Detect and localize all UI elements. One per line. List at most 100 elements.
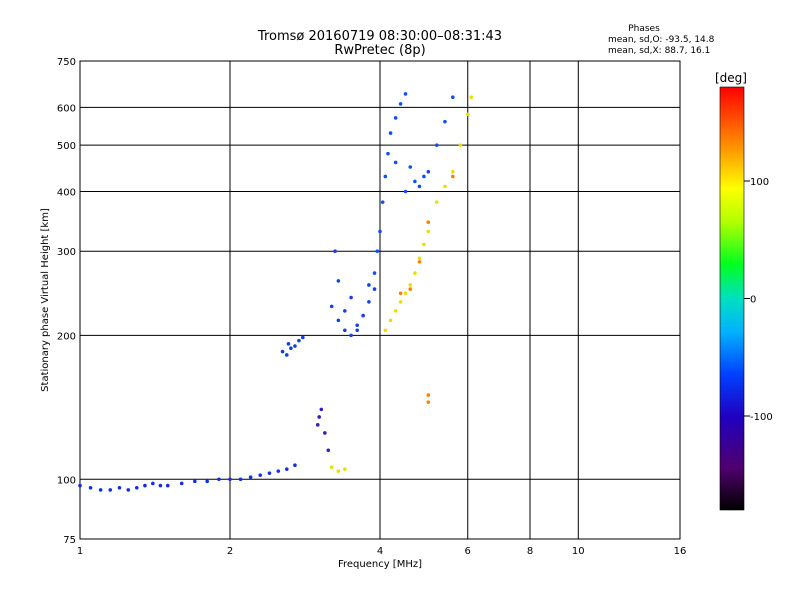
data-point bbox=[143, 483, 147, 488]
data-point bbox=[297, 338, 301, 343]
data-point bbox=[372, 271, 377, 275]
y-tick-label: 75 bbox=[63, 535, 76, 546]
x-tick-label: 2 bbox=[227, 546, 233, 557]
y-tick-label: 500 bbox=[57, 141, 76, 152]
data-point bbox=[422, 174, 426, 179]
x-tick-label: 6 bbox=[465, 546, 471, 557]
data-point bbox=[388, 131, 393, 135]
data-point bbox=[280, 349, 285, 354]
data-point bbox=[317, 415, 321, 419]
data-point bbox=[372, 287, 377, 291]
data-point bbox=[426, 169, 431, 174]
phases-o-mode: mean, sd,O: -93.5, 14.8 bbox=[608, 35, 715, 45]
colorbar-label: [deg] bbox=[715, 71, 747, 85]
data-point bbox=[361, 313, 365, 318]
data-point bbox=[426, 229, 431, 234]
data-point bbox=[336, 318, 341, 323]
data-point bbox=[238, 477, 243, 482]
data-point bbox=[393, 309, 398, 313]
data-point bbox=[383, 174, 388, 179]
data-point bbox=[413, 179, 417, 184]
x-axis-label: Frequency [MHz] bbox=[338, 559, 422, 570]
data-point bbox=[355, 328, 359, 333]
data-point bbox=[323, 431, 327, 435]
data-point bbox=[98, 488, 103, 492]
phases-heading: Phases bbox=[628, 24, 660, 34]
y-tick-label: 200 bbox=[57, 331, 76, 342]
data-point bbox=[343, 467, 347, 471]
data-point bbox=[258, 473, 263, 477]
data-point bbox=[88, 485, 93, 490]
data-point bbox=[408, 283, 413, 287]
colorbar-tick-label: -100 bbox=[750, 412, 773, 423]
x-axis-ticks: 1 2 4 6 8 10 16 bbox=[77, 546, 687, 557]
data-point bbox=[315, 423, 320, 427]
data-point bbox=[193, 479, 197, 484]
data-point bbox=[375, 249, 380, 254]
data-point bbox=[417, 256, 422, 261]
data-point bbox=[367, 283, 371, 287]
data-point bbox=[336, 469, 341, 473]
data-point bbox=[289, 346, 293, 351]
data-point bbox=[333, 249, 337, 254]
y-axis-ticks: 75 100 200 300 400 500 600 750 bbox=[57, 57, 76, 546]
data-point bbox=[422, 242, 426, 247]
data-point bbox=[393, 160, 398, 165]
data-point bbox=[276, 469, 281, 473]
data-point bbox=[465, 112, 470, 117]
data-point bbox=[434, 143, 439, 147]
data-point bbox=[451, 95, 455, 99]
data-point bbox=[286, 342, 291, 346]
colorbar-tick-label: 0 bbox=[750, 295, 756, 306]
data-point bbox=[403, 189, 408, 194]
data-point bbox=[398, 291, 403, 296]
data-point bbox=[329, 304, 334, 309]
data-point bbox=[319, 407, 324, 412]
data-point bbox=[151, 481, 155, 486]
data-point bbox=[293, 463, 297, 468]
data-point bbox=[293, 344, 297, 348]
data-point bbox=[228, 477, 232, 482]
data-point bbox=[329, 465, 334, 469]
phases-x-mode: mean, sd,X: 88.7, 16.1 bbox=[608, 46, 710, 56]
data-point bbox=[417, 260, 422, 264]
data-point bbox=[413, 271, 417, 275]
data-point bbox=[343, 328, 347, 333]
y-tick-label: 750 bbox=[57, 57, 76, 68]
data-point bbox=[398, 102, 403, 106]
grid bbox=[80, 61, 680, 539]
data-point bbox=[434, 200, 439, 204]
chart-subtitle: RwPretec (8p) bbox=[334, 43, 425, 58]
data-point bbox=[426, 400, 431, 404]
data-point bbox=[408, 165, 413, 169]
data-point bbox=[426, 220, 431, 225]
data-point bbox=[267, 471, 272, 475]
data-point bbox=[336, 279, 341, 283]
x-tick-label: 8 bbox=[527, 546, 533, 557]
colorbar-tick-label: 100 bbox=[750, 177, 769, 188]
data-point bbox=[117, 485, 122, 490]
data-points bbox=[78, 92, 474, 492]
data-point bbox=[126, 488, 131, 492]
data-point bbox=[284, 467, 289, 471]
data-point bbox=[398, 300, 403, 304]
data-point bbox=[403, 291, 408, 296]
data-point bbox=[443, 184, 447, 189]
data-point bbox=[158, 483, 163, 488]
chart-title: Tromsø 20160719 08:30:00–08:31:43 bbox=[257, 29, 502, 44]
data-point bbox=[355, 323, 359, 328]
colorbar bbox=[719, 86, 745, 511]
data-point bbox=[458, 143, 463, 147]
data-point bbox=[403, 92, 408, 96]
data-point bbox=[417, 184, 422, 189]
data-point bbox=[469, 95, 474, 99]
colorbar-ticks: 100 0 -100 bbox=[744, 177, 773, 423]
x-tick-label: 16 bbox=[674, 546, 687, 557]
data-point bbox=[367, 300, 371, 304]
data-point bbox=[217, 477, 221, 482]
data-point bbox=[284, 353, 289, 357]
data-point bbox=[343, 309, 347, 313]
y-tick-label: 400 bbox=[57, 187, 76, 198]
x-tick-label: 4 bbox=[377, 546, 383, 557]
